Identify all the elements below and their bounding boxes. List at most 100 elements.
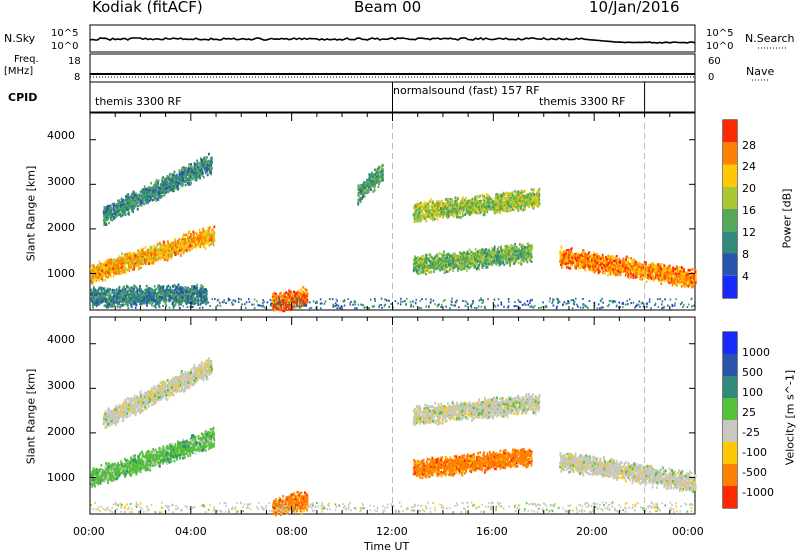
scatter-cell bbox=[144, 193, 147, 196]
scatter-cell bbox=[131, 259, 134, 262]
scatter-cell bbox=[187, 173, 190, 177]
scatter-cell bbox=[372, 175, 375, 179]
scatter-cell bbox=[181, 174, 184, 178]
scatter-cell bbox=[174, 180, 177, 184]
scatter-cell bbox=[101, 279, 104, 282]
scatter-cell bbox=[119, 291, 122, 295]
scatter-cell bbox=[182, 233, 185, 237]
scatter-cell bbox=[292, 300, 294, 303]
scatter-cell bbox=[150, 192, 153, 196]
scatter-cell bbox=[104, 269, 106, 272]
scatter-cell bbox=[164, 187, 167, 191]
scatter-cell bbox=[377, 181, 380, 184]
scatter-cell bbox=[204, 296, 207, 300]
scatter-cell bbox=[130, 209, 133, 212]
scatter-cell bbox=[145, 300, 148, 303]
scatter-cell bbox=[206, 289, 208, 293]
scatter-cell bbox=[90, 288, 93, 292]
scatter-cell bbox=[129, 262, 132, 266]
scatter-cell bbox=[177, 283, 180, 286]
scatter-cell bbox=[145, 284, 148, 288]
vel-cbtick-minus500: -500 bbox=[742, 466, 767, 479]
scatter-cell bbox=[120, 256, 123, 259]
scatter-cell bbox=[192, 230, 195, 234]
scatter-cell bbox=[292, 290, 295, 293]
scatter-cell bbox=[199, 166, 201, 170]
scatter-cell bbox=[131, 286, 134, 290]
scatter-cell bbox=[90, 269, 93, 273]
scatter-cell bbox=[171, 302, 174, 306]
scatter-cell bbox=[190, 299, 193, 302]
scatter-cell bbox=[167, 284, 170, 288]
scatter-cell bbox=[112, 262, 115, 265]
scatter-cell bbox=[114, 296, 117, 300]
scatter-cell bbox=[122, 257, 124, 261]
scatter-cell bbox=[363, 190, 366, 193]
scatter-cell bbox=[136, 198, 138, 202]
scatter-cell bbox=[193, 233, 195, 236]
scatter-cell bbox=[176, 298, 179, 301]
scatter-cell bbox=[148, 192, 151, 195]
scatter-cell bbox=[160, 189, 162, 192]
scatter-cell bbox=[122, 270, 125, 274]
scatter-cell bbox=[202, 233, 205, 237]
scatter-cell bbox=[175, 243, 178, 246]
scatter-cell bbox=[128, 256, 130, 259]
scatter-cell bbox=[124, 265, 126, 269]
scatter-cell bbox=[160, 247, 163, 251]
scatter-cell bbox=[288, 303, 290, 307]
scatter-cell bbox=[358, 199, 361, 203]
scatter-cell bbox=[118, 255, 121, 258]
scatter-cell bbox=[111, 203, 114, 206]
power-ytick-3000: 3000 bbox=[47, 175, 75, 188]
scatter-cell bbox=[494, 196, 497, 200]
scatter-cell bbox=[132, 268, 134, 271]
scatter-cell bbox=[285, 299, 288, 303]
scatter-cell bbox=[171, 244, 174, 247]
scatter-cell bbox=[120, 290, 123, 294]
scatter-cell bbox=[175, 286, 177, 290]
scatter-cell bbox=[113, 203, 115, 207]
scatter-cell bbox=[485, 204, 487, 208]
scatter-cell bbox=[114, 213, 117, 217]
scatter-cell bbox=[126, 284, 129, 288]
scatter-cell bbox=[297, 294, 300, 298]
scatter-cell bbox=[142, 293, 145, 297]
scatter-cell bbox=[152, 291, 155, 294]
scatter-cell bbox=[196, 159, 198, 163]
scatter-cell bbox=[167, 255, 170, 258]
scatter-cell bbox=[115, 262, 118, 266]
scatter-cell bbox=[161, 177, 164, 180]
scatter-cell bbox=[132, 210, 134, 214]
scatter-cell bbox=[303, 295, 306, 299]
scatter-cell bbox=[295, 292, 298, 295]
scatter-cell bbox=[106, 270, 109, 274]
scatter-cell bbox=[108, 210, 111, 213]
scatter-cell bbox=[178, 174, 181, 177]
scatter-cell bbox=[157, 194, 160, 198]
scatter-cell bbox=[372, 179, 375, 183]
scatter-cell bbox=[108, 299, 111, 302]
scatter-cell bbox=[107, 207, 110, 210]
scatter-cell bbox=[192, 286, 194, 289]
scatter-cell bbox=[487, 194, 490, 197]
scatter-cell bbox=[358, 193, 361, 196]
scatter-cell bbox=[303, 291, 306, 295]
scatter-cell bbox=[183, 249, 186, 253]
scatter-cell bbox=[133, 284, 136, 287]
scatter-cell bbox=[163, 243, 165, 246]
scatter-cell bbox=[147, 296, 150, 299]
scatter-cell bbox=[167, 178, 170, 181]
vel-cbtick-25: 25 bbox=[742, 406, 756, 419]
scatter-cell bbox=[381, 164, 384, 167]
scatter-cell bbox=[437, 211, 439, 214]
velocity-panel-frame bbox=[89, 316, 696, 515]
scatter-cell bbox=[130, 286, 133, 290]
scatter-cell bbox=[288, 306, 290, 309]
scatter-cell bbox=[205, 233, 207, 237]
scatter-cell bbox=[112, 295, 115, 299]
scatter-cell bbox=[110, 206, 112, 210]
scatter-cell bbox=[146, 198, 148, 202]
scatter-cell bbox=[170, 184, 173, 187]
scatter-cell bbox=[305, 292, 308, 296]
